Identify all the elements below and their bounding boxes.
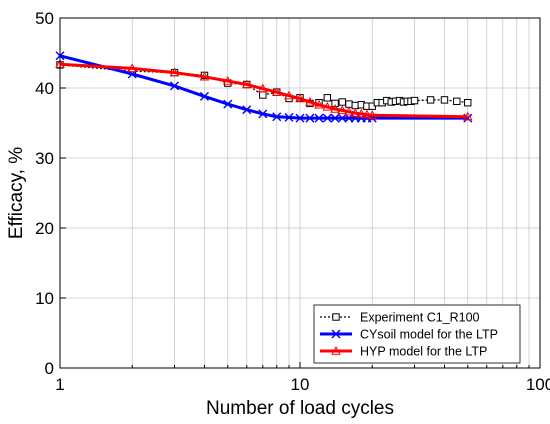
axis-ticks: 0 10 20 30 40 50 1 10 100 bbox=[35, 9, 550, 394]
data-point bbox=[222, 75, 233, 85]
data-point bbox=[331, 345, 341, 355]
data-point bbox=[330, 103, 340, 113]
legend-item: Experiment C1_R100 bbox=[320, 311, 480, 325]
data-point bbox=[127, 63, 138, 73]
y-tick-label: 50 bbox=[35, 9, 54, 28]
x-tick-label: 1 bbox=[55, 375, 64, 394]
data-point bbox=[344, 106, 354, 116]
series-3 bbox=[55, 59, 473, 121]
data-point bbox=[271, 87, 282, 96]
data-point bbox=[305, 113, 315, 123]
data-point bbox=[338, 98, 346, 106]
y-tick-label: 40 bbox=[35, 79, 54, 98]
data-point bbox=[322, 101, 333, 111]
data-point bbox=[199, 91, 209, 101]
data-point bbox=[199, 71, 210, 81]
y-axis-label: Efficacy, % bbox=[6, 147, 27, 239]
data-point bbox=[323, 94, 332, 102]
data-point bbox=[331, 99, 339, 108]
data-point bbox=[259, 91, 267, 99]
data-point bbox=[356, 108, 367, 118]
data-point bbox=[464, 99, 472, 107]
data-point bbox=[337, 105, 348, 115]
data-point bbox=[332, 313, 340, 321]
series-layer bbox=[55, 51, 473, 123]
data-point bbox=[257, 83, 268, 93]
data-point bbox=[330, 113, 340, 123]
data-point bbox=[440, 96, 449, 104]
data-point bbox=[284, 112, 294, 122]
data-point bbox=[314, 113, 324, 123]
data-point bbox=[351, 101, 360, 110]
data-point bbox=[367, 110, 378, 119]
data-point bbox=[305, 96, 315, 106]
x-tick-label: 10 bbox=[291, 375, 310, 394]
y-tick-label: 30 bbox=[35, 149, 54, 168]
y-tick-label: 20 bbox=[35, 219, 54, 238]
legend-item: HYP model for the LTP bbox=[320, 345, 487, 359]
data-point bbox=[331, 329, 341, 339]
data-point bbox=[170, 81, 180, 91]
data-point bbox=[242, 105, 252, 115]
legend-label: CYsoil model for the LTP bbox=[360, 328, 498, 342]
legend-label: Experiment C1_R100 bbox=[360, 311, 480, 325]
legend-label: HYP model for the LTP bbox=[360, 345, 487, 359]
data-point bbox=[241, 79, 252, 89]
data-point bbox=[295, 93, 305, 103]
legend: Experiment C1_R100 CYsoil model for the L… bbox=[313, 304, 521, 364]
data-point bbox=[272, 112, 282, 122]
data-point bbox=[223, 99, 233, 109]
data-point bbox=[258, 109, 268, 119]
data-point bbox=[295, 113, 305, 123]
y-tick-label: 0 bbox=[45, 359, 54, 378]
data-point bbox=[345, 100, 353, 108]
data-point bbox=[314, 99, 324, 109]
data-point bbox=[284, 90, 294, 100]
data-point bbox=[426, 96, 435, 104]
data-point bbox=[462, 111, 473, 121]
legend-item: CYsoil model for the LTP bbox=[320, 328, 498, 342]
x-axis-label: Number of load cycles bbox=[206, 398, 394, 419]
data-point bbox=[362, 109, 372, 119]
data-point bbox=[322, 113, 332, 123]
x-tick-label: 100 bbox=[526, 375, 550, 394]
data-point bbox=[169, 67, 180, 77]
data-point bbox=[410, 96, 419, 105]
data-point bbox=[453, 97, 461, 105]
y-tick-label: 10 bbox=[35, 289, 54, 308]
data-point bbox=[350, 108, 361, 117]
